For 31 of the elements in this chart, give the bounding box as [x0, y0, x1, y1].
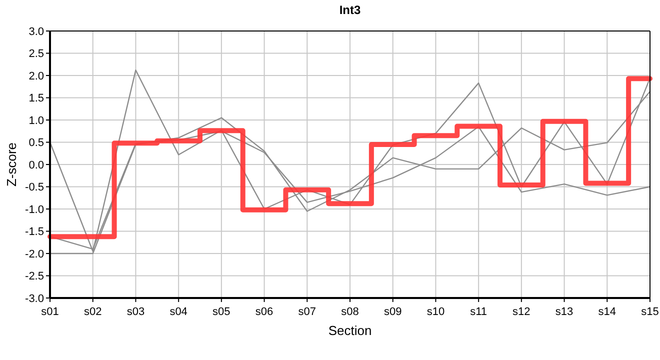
y-tick-label: 0.5	[28, 137, 44, 150]
y-tick-label: 1.0	[28, 114, 44, 127]
x-tick-label: s07	[298, 306, 316, 318]
y-tick-label: -2.0	[25, 248, 44, 260]
x-tick-label: s05	[212, 306, 230, 318]
y-tick-label: 2.5	[28, 48, 44, 60]
y-tick-label: -2.5	[25, 270, 44, 283]
x-tick-label: s02	[84, 306, 102, 318]
x-tick-label: s14	[598, 306, 616, 318]
y-tick-label: -0.5	[25, 182, 44, 194]
y-tick-label: -3.0	[25, 292, 44, 305]
x-tick-label: s06	[255, 306, 274, 318]
x-tick-label: s12	[512, 306, 530, 318]
x-tick-label: s13	[555, 306, 574, 318]
x-axis-title: Section	[328, 323, 372, 338]
x-tick-label: s03	[126, 306, 145, 318]
x-tick-label: s15	[641, 306, 659, 318]
x-tick-label: s10	[426, 306, 445, 318]
y-tick-label: -1.0	[25, 204, 44, 216]
chart-title: Int3	[339, 3, 361, 17]
x-tick-label: s04	[170, 306, 188, 318]
y-tick-label: 2.0	[28, 70, 44, 82]
x-tick-label: s11	[470, 306, 488, 318]
y-tick-label: 1.5	[28, 92, 44, 105]
x-tick-label: s08	[341, 306, 359, 318]
x-tick-label: s01	[41, 306, 59, 318]
y-axis-title: Z-score	[4, 142, 19, 187]
y-tick-label: 0.0	[28, 159, 44, 172]
x-tick-label: s09	[384, 306, 402, 318]
y-tick-label: -1.5	[25, 226, 44, 238]
y-tick-label: 3.0	[28, 26, 44, 38]
